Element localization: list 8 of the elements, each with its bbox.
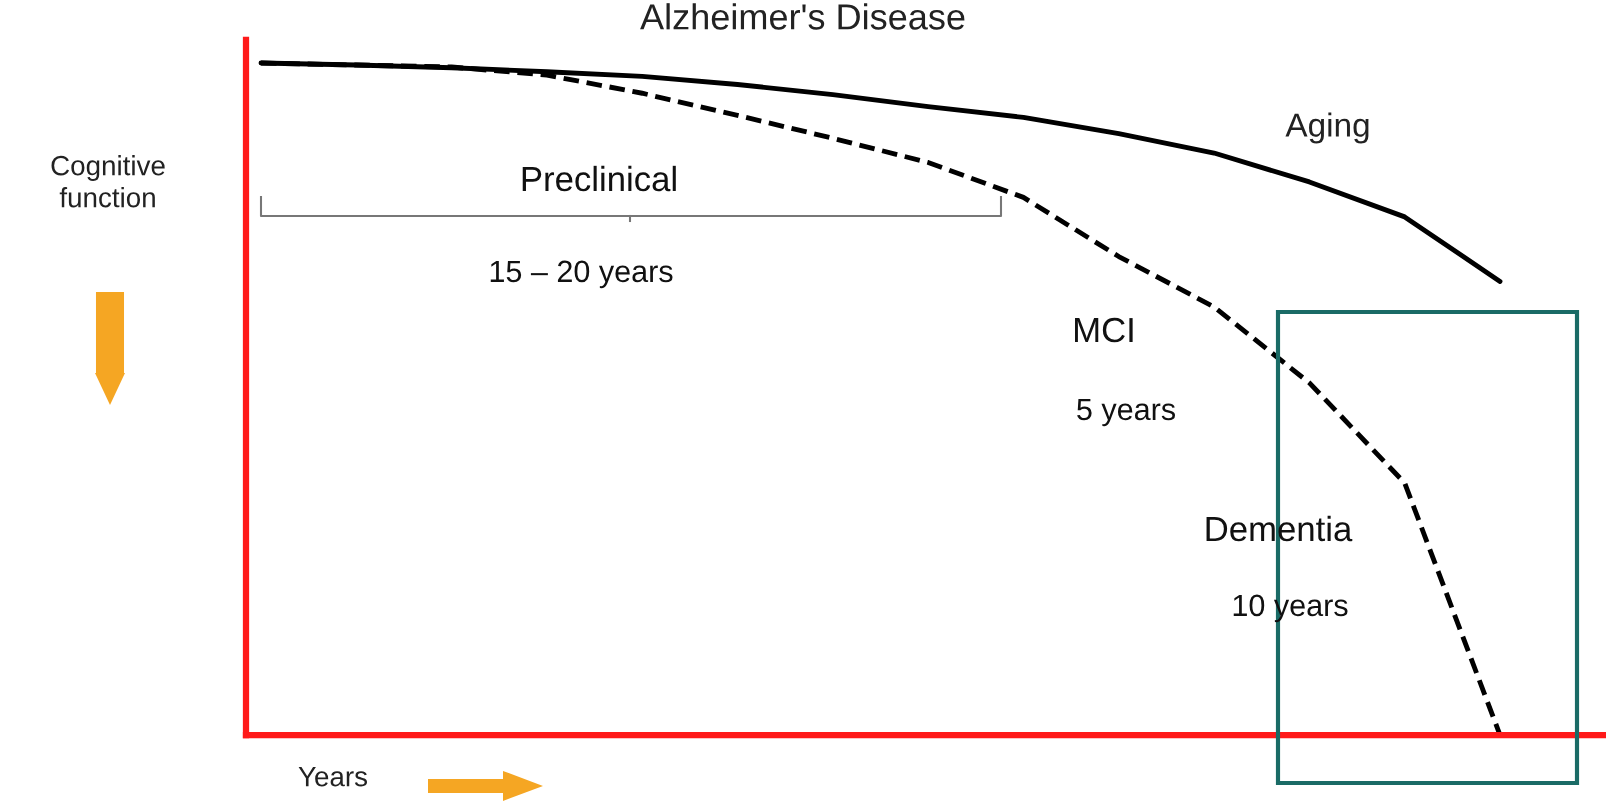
annotation: MCI [1075,317,1133,343]
annotation: 15 – 20 years [490,260,673,289]
series-label: Aging [1285,112,1369,144]
y-axis-title: Cognitive function [51,155,165,208]
annotation: Preclinical [522,165,676,192]
annotation: 5 years [1077,398,1175,427]
x-axis-title: Years [298,767,368,787]
chart-title: Alzheimer's Disease [640,3,965,30]
